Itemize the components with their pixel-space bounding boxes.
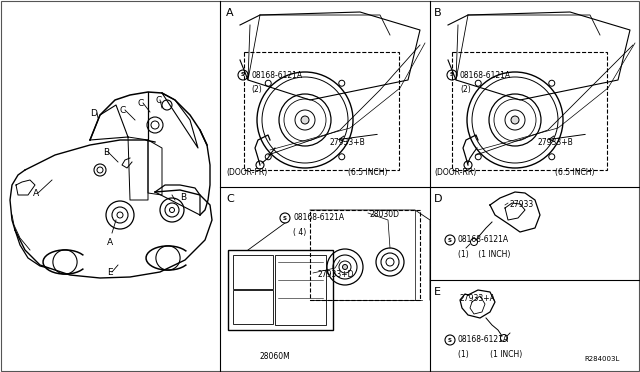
Text: C: C — [120, 106, 126, 115]
Text: C: C — [226, 194, 234, 204]
Text: 27933+B: 27933+B — [330, 138, 365, 147]
Text: (DOOR-FR): (DOOR-FR) — [226, 168, 268, 177]
Text: 08168-6121A: 08168-6121A — [293, 214, 344, 222]
Circle shape — [511, 116, 519, 124]
Text: 27933: 27933 — [510, 200, 534, 209]
Text: A: A — [226, 8, 234, 18]
Bar — [452, 52, 607, 170]
Text: (DOOR-RR): (DOOR-RR) — [434, 168, 476, 177]
Text: 28030D: 28030D — [370, 210, 400, 219]
Bar — [233, 290, 273, 324]
Bar — [275, 255, 326, 326]
Text: ( 4): ( 4) — [293, 228, 307, 237]
Text: S: S — [241, 73, 245, 77]
Bar — [233, 255, 273, 289]
Text: 08168-6121A: 08168-6121A — [460, 71, 511, 80]
Text: 08168-6121A: 08168-6121A — [458, 336, 509, 344]
Text: 27933+A: 27933+A — [460, 294, 496, 303]
Text: R284003L: R284003L — [584, 356, 620, 362]
Text: D: D — [434, 194, 442, 204]
Text: S: S — [450, 73, 454, 77]
Text: C: C — [155, 96, 161, 105]
Bar — [244, 52, 399, 170]
Text: B: B — [103, 148, 109, 157]
Text: 28060M: 28060M — [260, 352, 291, 361]
Text: (2): (2) — [251, 85, 262, 94]
Text: 27933+B: 27933+B — [538, 138, 573, 147]
Text: (6.5 INCH): (6.5 INCH) — [348, 168, 387, 177]
Text: D: D — [90, 109, 97, 118]
Text: A: A — [107, 238, 113, 247]
Circle shape — [342, 264, 348, 269]
Text: 08168-6121A: 08168-6121A — [458, 235, 509, 244]
Text: (6.5 INCH): (6.5 INCH) — [555, 168, 595, 177]
Text: A: A — [33, 189, 39, 198]
Text: E: E — [434, 287, 441, 297]
Bar — [228, 250, 333, 330]
Circle shape — [301, 116, 309, 124]
Text: B: B — [434, 8, 442, 18]
Text: S: S — [448, 237, 452, 243]
Text: S: S — [283, 215, 287, 221]
Text: S: S — [448, 337, 452, 343]
Text: E: E — [107, 268, 113, 277]
Text: C: C — [138, 99, 144, 108]
Bar — [310, 210, 420, 300]
Text: (2): (2) — [460, 85, 471, 94]
Text: 08168-6121A: 08168-6121A — [251, 71, 302, 80]
Text: B: B — [180, 193, 186, 202]
Text: (1)         (1 INCH): (1) (1 INCH) — [458, 350, 522, 359]
Text: 27933+D: 27933+D — [318, 270, 355, 279]
Text: (1)    (1 INCH): (1) (1 INCH) — [458, 250, 510, 259]
